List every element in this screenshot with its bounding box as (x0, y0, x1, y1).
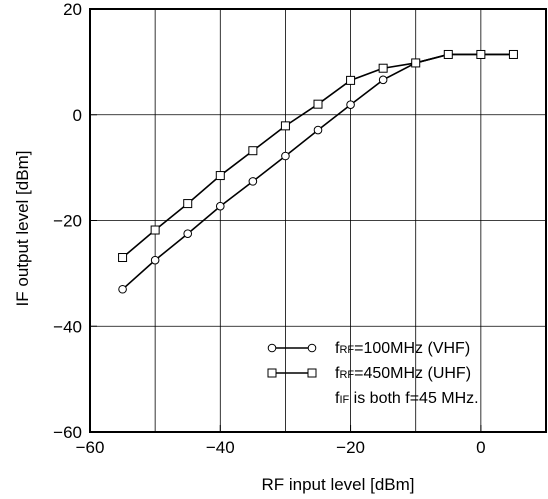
circle-marker (150, 255, 160, 265)
square-marker (307, 368, 317, 378)
x-tick-label: −60 (76, 438, 105, 457)
series-layer (118, 49, 518, 294)
square-marker (476, 49, 486, 59)
square-marker (508, 49, 518, 59)
circle-marker (248, 177, 258, 186)
circle-marker (267, 343, 277, 353)
square-marker (150, 225, 160, 235)
square-marker (183, 199, 193, 209)
y-tick-label: 0 (73, 106, 82, 125)
legend-note: fIF is both f=45 MHz. (335, 390, 479, 407)
x-tick-label: −40 (206, 438, 235, 457)
y-axis-label: IF output level [dBm] (13, 151, 32, 307)
series-line (122, 53, 514, 259)
square-marker (346, 75, 356, 85)
square-marker (118, 253, 128, 263)
circle-marker (183, 229, 193, 239)
series-2 (118, 49, 518, 263)
y-tick-label: 20 (63, 0, 82, 19)
ticks: −60 −40 −20 0 −60 −40 −20 0 20 (53, 0, 485, 457)
circle-marker (307, 343, 317, 353)
legend: fRF=100MHz (VHF) fRF=450MHz (UHF) fIF is b… (267, 340, 479, 407)
square-marker (313, 99, 323, 109)
y-tick-label: −40 (53, 317, 82, 336)
x-tick-label: −20 (336, 438, 365, 457)
legend-label: fRF=450MHz (UHF) (335, 365, 471, 382)
square-marker (215, 171, 225, 181)
square-marker (267, 368, 277, 378)
circle-marker (281, 151, 290, 161)
gridlines (90, 9, 546, 432)
y-tick-label: −20 (53, 212, 82, 231)
series-line (122, 53, 514, 290)
square-marker (248, 146, 258, 156)
circle-marker (346, 100, 355, 110)
series-1 (118, 50, 518, 294)
legend-label: fRF=100MHz (VHF) (335, 340, 470, 357)
square-marker (280, 121, 290, 131)
circle-marker (313, 125, 323, 135)
circle-marker (215, 201, 225, 211)
x-tick-label: 0 (476, 438, 485, 457)
circle-marker (378, 75, 388, 85)
square-marker (378, 63, 388, 73)
legend-entry: fRF=450MHz (UHF) (267, 365, 471, 382)
x-axis-label: RF input level [dBm] (261, 475, 414, 494)
y-tick-label: −60 (53, 423, 82, 442)
square-marker (443, 49, 453, 59)
circle-marker (118, 284, 127, 294)
legend-entry: fRF=100MHz (VHF) (267, 340, 470, 357)
square-marker (411, 58, 421, 68)
